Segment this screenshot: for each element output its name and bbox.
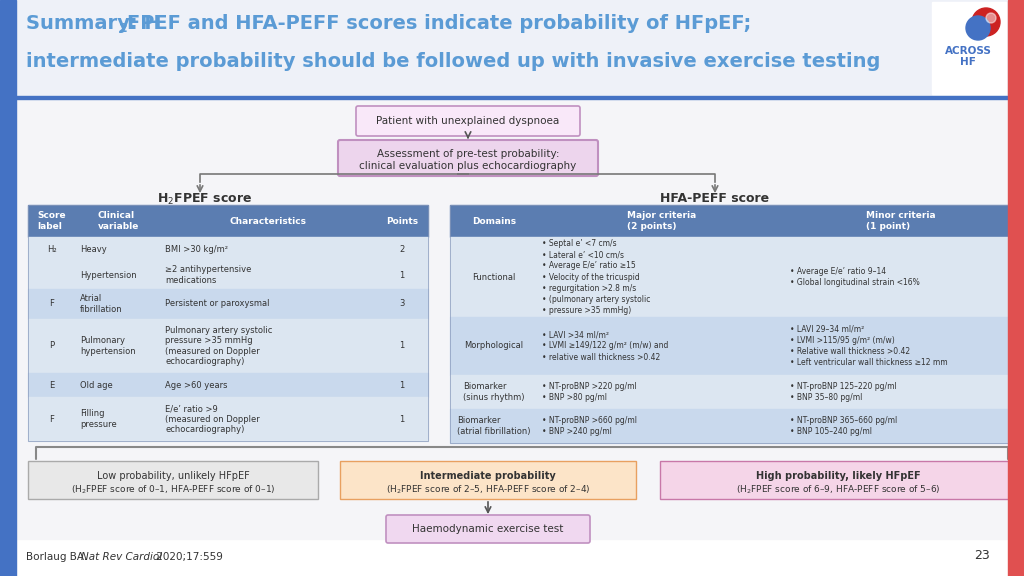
FancyBboxPatch shape	[356, 106, 580, 136]
Text: Biomarker
(sinus rhythm): Biomarker (sinus rhythm)	[463, 382, 524, 401]
Text: Heavy: Heavy	[80, 244, 106, 253]
Text: E: E	[49, 381, 54, 389]
Bar	[932, 2, 1006, 94]
Text: Persistent or paroxysmal: Persistent or paroxysmal	[165, 300, 269, 309]
Bar	[16, 96, 1008, 99]
Circle shape	[966, 16, 990, 40]
Text: Atrial
fibrillation: Atrial fibrillation	[80, 294, 123, 314]
Text: FPEF and HFA-PEFF scores indicate probability of HFpEF;: FPEF and HFA-PEFF scores indicate probab…	[127, 14, 752, 33]
Text: 23: 23	[974, 549, 990, 562]
Text: • LAVI >34 ml/m²
• LVMI ≥149/122 g/m² (m/w) and
• relative wall thickness >0.42: • LAVI >34 ml/m² • LVMI ≥149/122 g/m² (m…	[542, 331, 669, 362]
Bar	[660, 461, 1016, 499]
Bar	[28, 261, 428, 289]
Text: Functional: Functional	[472, 272, 516, 282]
Bar	[16, 99, 1008, 539]
Text: Summary: H: Summary: H	[26, 14, 161, 33]
Text: High probability, likely HFpEF: High probability, likely HFpEF	[756, 471, 921, 481]
Text: ACROSS: ACROSS	[944, 46, 991, 56]
Text: Major criteria
(2 points): Major criteria (2 points)	[628, 211, 696, 231]
Text: Score
label: Score label	[38, 211, 67, 231]
Circle shape	[972, 8, 1000, 36]
Bar	[450, 205, 1016, 443]
Text: 1: 1	[399, 271, 404, 279]
Bar	[28, 461, 318, 499]
Text: BMI >30 kg/m²: BMI >30 kg/m²	[165, 244, 228, 253]
Bar	[28, 205, 428, 237]
Text: 1: 1	[399, 342, 404, 351]
Bar	[16, 0, 1008, 96]
Text: intermediate probability should be followed up with invasive exercise testing: intermediate probability should be follo…	[26, 52, 881, 71]
Text: Intermediate probability: Intermediate probability	[420, 471, 556, 481]
Text: Haemodynamic exercise test: Haemodynamic exercise test	[413, 524, 563, 534]
Text: E/e’ ratio >9
(measured on Doppler
echocardiography): E/e’ ratio >9 (measured on Doppler echoc…	[165, 404, 260, 434]
Text: • NT-proBNP 125–220 pg/ml
• BNP 35–80 pg/ml: • NT-proBNP 125–220 pg/ml • BNP 35–80 pg…	[790, 382, 897, 402]
Text: Pulmonary
hypertension: Pulmonary hypertension	[80, 336, 135, 356]
Text: F: F	[49, 300, 54, 309]
Text: Biomarker
(atrial fibrillation): Biomarker (atrial fibrillation)	[458, 416, 530, 435]
Bar	[450, 409, 1016, 443]
Text: clinical evaluation plus echocardiography: clinical evaluation plus echocardiograph…	[359, 161, 577, 171]
Bar	[450, 237, 1016, 317]
Text: • NT-proBNP >220 pg/ml
• BNP >80 pg/ml: • NT-proBNP >220 pg/ml • BNP >80 pg/ml	[542, 382, 637, 402]
Text: H₂: H₂	[47, 244, 56, 253]
Text: • NT-proBNP >660 pg/ml
• BNP >240 pg/ml: • NT-proBNP >660 pg/ml • BNP >240 pg/ml	[542, 416, 637, 436]
Text: Characteristics: Characteristics	[230, 217, 307, 225]
Text: Clinical
variable: Clinical variable	[98, 211, 139, 231]
Text: Old age: Old age	[80, 381, 113, 389]
Text: 1: 1	[399, 415, 404, 423]
Text: 2: 2	[399, 244, 404, 253]
Text: HF: HF	[961, 57, 976, 67]
Text: 2: 2	[119, 22, 128, 35]
Text: Nat Rev Cardiol: Nat Rev Cardiol	[81, 552, 162, 562]
Text: • LAVI 29–34 ml/m²
• LVMI >115/95 g/m² (m/w)
• Relative wall thickness >0.42
• L: • LAVI 29–34 ml/m² • LVMI >115/95 g/m² (…	[790, 325, 947, 367]
Text: Pulmonary artery systolic
pressure >35 mmHg
(measured on Doppler
echocardiograph: Pulmonary artery systolic pressure >35 m…	[165, 326, 272, 366]
Text: Points: Points	[386, 217, 418, 225]
Text: Morphological: Morphological	[465, 342, 523, 351]
Text: 2020;17:559: 2020;17:559	[153, 552, 223, 562]
Text: Borlaug BA.: Borlaug BA.	[26, 552, 90, 562]
Bar	[28, 237, 428, 261]
Text: Hypertension: Hypertension	[80, 271, 136, 279]
Text: Filling
pressure: Filling pressure	[80, 410, 117, 429]
Text: (H$_2$FPEF score of 2–5, HFA-PEFF score of 2–4): (H$_2$FPEF score of 2–5, HFA-PEFF score …	[386, 483, 590, 495]
Text: • Septal e’ <7 cm/s
• Lateral e’ <10 cm/s
• Average E/e’ ratio ≥15
• Velocity of: • Septal e’ <7 cm/s • Lateral e’ <10 cm/…	[542, 239, 650, 315]
FancyBboxPatch shape	[338, 140, 598, 176]
Bar	[28, 373, 428, 397]
Text: P: P	[49, 342, 54, 351]
Bar	[28, 289, 428, 319]
Text: H$_2$FPEF score: H$_2$FPEF score	[158, 192, 253, 207]
Text: 1: 1	[399, 381, 404, 389]
Text: Low probability, unlikely HFpEF: Low probability, unlikely HFpEF	[96, 471, 250, 481]
Text: 3: 3	[399, 300, 404, 309]
FancyBboxPatch shape	[386, 515, 590, 543]
Circle shape	[986, 13, 996, 23]
Bar	[28, 319, 428, 373]
Text: Assessment of pre-test probability:: Assessment of pre-test probability:	[377, 149, 559, 159]
Bar	[340, 461, 636, 499]
Text: Patient with unexplained dyspnoea: Patient with unexplained dyspnoea	[377, 116, 560, 126]
Text: (H$_2$FPEF score of 6–9, HFA-PEFF score of 5–6): (H$_2$FPEF score of 6–9, HFA-PEFF score …	[735, 483, 940, 495]
Bar	[450, 375, 1016, 409]
Bar	[28, 397, 428, 441]
Text: Minor criteria
(1 point): Minor criteria (1 point)	[866, 211, 936, 231]
Bar	[1008, 0, 1024, 576]
Text: (H$_2$FPEF score of 0–1, HFA-PEFF score of 0–1): (H$_2$FPEF score of 0–1, HFA-PEFF score …	[71, 483, 275, 495]
Text: ≥2 antihypertensive
medications: ≥2 antihypertensive medications	[165, 266, 251, 285]
Bar	[28, 205, 428, 441]
Text: HFA-PEFF score: HFA-PEFF score	[660, 192, 770, 205]
Text: Age >60 years: Age >60 years	[165, 381, 227, 389]
Text: • Average E/e’ ratio 9–14
• Global longitudinal strain <16%: • Average E/e’ ratio 9–14 • Global longi…	[790, 267, 920, 287]
Bar	[0, 0, 16, 576]
Bar	[450, 205, 1016, 237]
Text: • NT-proBNP 365–660 pg/ml
• BNP 105–240 pg/ml: • NT-proBNP 365–660 pg/ml • BNP 105–240 …	[790, 416, 897, 436]
Text: F: F	[49, 415, 54, 423]
Text: Domains: Domains	[472, 217, 516, 225]
Bar	[450, 317, 1016, 375]
